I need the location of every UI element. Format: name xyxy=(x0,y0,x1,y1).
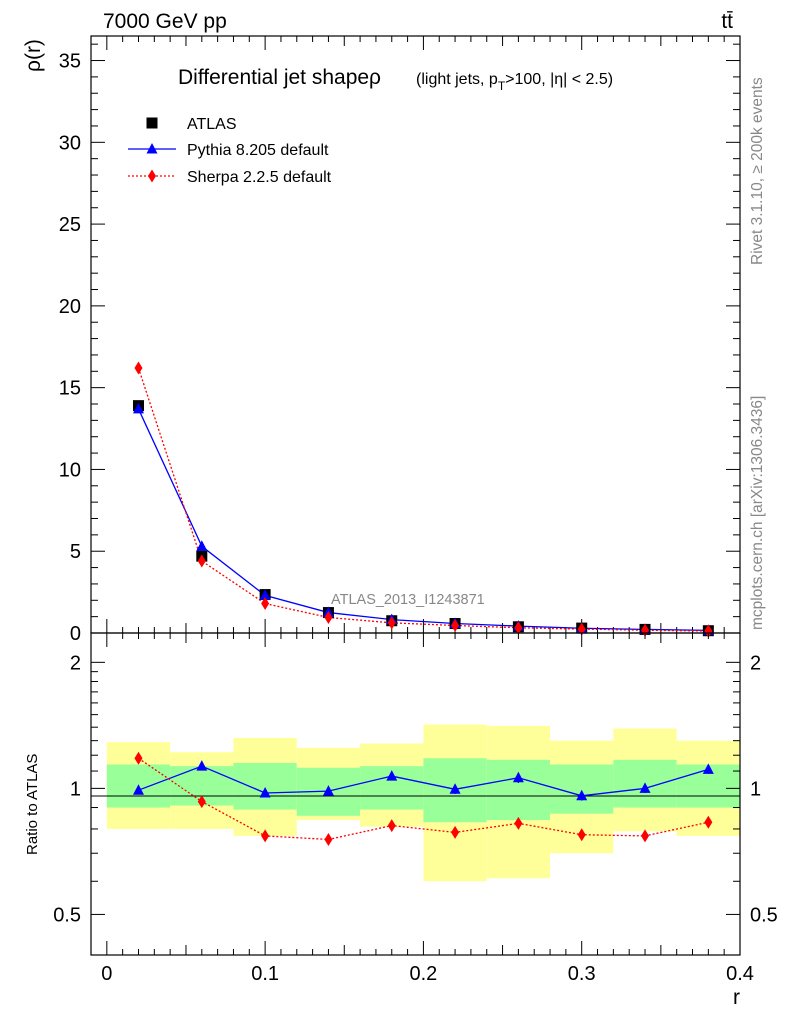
main-data-point xyxy=(132,402,144,414)
main-y-tick-label: 35 xyxy=(59,51,81,73)
main-data-point xyxy=(704,624,713,638)
x-axis-label: r xyxy=(733,986,740,1009)
x-tick-label: 0.2 xyxy=(410,963,438,985)
x-tick-label: 0.3 xyxy=(568,963,596,985)
ratio-y-tick-label-right: 0.5 xyxy=(750,904,778,926)
ratio-series-line xyxy=(138,757,709,841)
main-data-point xyxy=(196,540,208,551)
main-subtitle: (light jets, pT>100, |η| < 2.5) xyxy=(416,71,613,93)
main-data-point xyxy=(387,616,396,630)
legend-marker xyxy=(148,169,156,183)
ratio-y-tick-label: 2 xyxy=(70,652,81,674)
main-y-tick-label: 0 xyxy=(70,623,81,645)
legend: ATLAS Pythia 8.205 default Sherpa 2.2.5 de… xyxy=(128,116,332,186)
main-y-tick-label: 30 xyxy=(59,132,81,154)
ratio-data-point xyxy=(641,829,650,843)
main-data-point xyxy=(134,361,143,375)
main-data-point xyxy=(577,622,586,636)
ratio-data-point xyxy=(702,763,714,774)
ratio-series-line xyxy=(138,765,709,797)
ratio-y-tick-label: 0.5 xyxy=(53,904,81,926)
ratio-data-point xyxy=(704,815,713,829)
ratio-inner-band xyxy=(233,762,297,810)
ratio-data-point xyxy=(577,828,586,842)
main-y-tick-label: 25 xyxy=(59,214,81,236)
ratio-panel: 0.5 0.5 1 1 2 2 0 0.1 0.2 0.3 0.4 Ratio to ATLAS xyxy=(24,632,778,985)
main-y-axis-label: ρ(r) xyxy=(22,39,45,72)
process-label: tt̄ xyxy=(721,10,733,33)
ratio-data-point xyxy=(197,795,206,809)
ratio-data-point xyxy=(451,825,460,839)
ratio-data-point xyxy=(322,785,334,796)
main-series-line xyxy=(137,408,709,632)
main-data-point xyxy=(197,554,206,568)
legend-label: Sherpa 2.2.5 default xyxy=(187,169,332,186)
ratio-data-point xyxy=(196,760,208,771)
main-data-point xyxy=(259,589,271,600)
main-data-point xyxy=(261,597,270,611)
ratio-frame xyxy=(90,632,741,956)
main-y-tick-label: 10 xyxy=(59,459,81,481)
ratio-y-tick-label: 1 xyxy=(70,778,81,800)
ratio-inner-band xyxy=(486,759,551,821)
main-y-tick-label: 15 xyxy=(59,378,81,400)
main-panel: 0 5 10 15 20 25 30 35 Differential jet shapeρ (… xyxy=(22,35,741,645)
ratio-data-point xyxy=(639,782,651,793)
ratio-data-point xyxy=(134,751,143,765)
ratio-data-point xyxy=(324,832,333,846)
x-tick-label: 0.4 xyxy=(726,963,754,985)
main-data-point xyxy=(451,618,460,632)
main-title: Differential jet shapeρ xyxy=(178,66,381,89)
analysis-watermark: ATLAS_2013_I1243871 xyxy=(331,592,485,608)
ratio-data-point xyxy=(386,770,398,781)
ratio-data-point xyxy=(512,771,524,783)
x-tick-label: 0 xyxy=(101,963,112,985)
main-y-tick-label: 5 xyxy=(70,541,81,563)
legend-marker xyxy=(146,143,158,154)
mcplots-note: mcplots.cern.ch [arXiv:1306.3436] xyxy=(749,396,766,630)
ratio-y-tick-label-right: 2 xyxy=(750,652,761,674)
x-tick-label: 0.1 xyxy=(251,963,279,985)
ratio-data-point xyxy=(576,789,588,801)
ratio-y-axis-label: Ratio to ATLAS xyxy=(24,754,41,855)
ratio-data-point xyxy=(449,783,461,794)
main-data-point xyxy=(514,621,523,635)
main-axis-ticks: 0 5 10 15 20 25 30 35 xyxy=(59,36,741,645)
ratio-data-point xyxy=(259,786,271,798)
ratio-axis-ticks: 0.5 0.5 1 1 2 2 0 0.1 0.2 0.3 0.4 xyxy=(53,633,778,985)
legend-label: Pythia 8.205 default xyxy=(187,142,329,159)
main-series xyxy=(132,361,714,638)
ratio-y-tick-label-right: 1 xyxy=(750,778,761,800)
legend-marker xyxy=(146,117,158,129)
main-y-tick-label: 20 xyxy=(59,296,81,318)
ratio-data-point xyxy=(514,816,523,830)
legend-label: ATLAS xyxy=(187,116,237,133)
main-data-point xyxy=(324,610,333,624)
ratio-data-point xyxy=(261,829,270,843)
energy-label: 7000 GeV pp xyxy=(103,10,227,33)
ratio-data-point xyxy=(387,819,396,833)
main-series-line xyxy=(137,367,709,632)
ratio-series xyxy=(132,751,714,846)
rivet-note: Rivet 3.1.10, ≥ 200k events xyxy=(749,77,766,265)
ratio-data-point xyxy=(132,784,144,795)
